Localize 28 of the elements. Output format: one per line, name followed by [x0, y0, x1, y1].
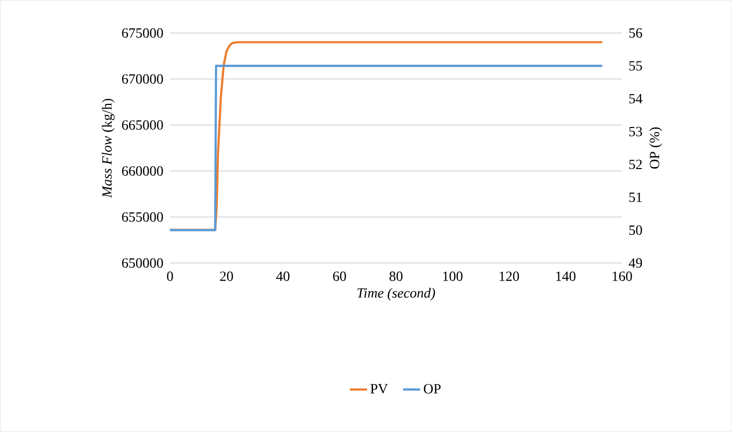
- x-tick-label: 120: [500, 272, 519, 281]
- y-tick-label: 650000: [122, 258, 163, 268]
- y2-axis-title: OP (%): [649, 127, 662, 169]
- y2-tick-label: 51: [629, 192, 642, 202]
- y2-tick-label: 55: [629, 61, 642, 71]
- y2-tick-label: 53: [629, 126, 642, 136]
- y-tick-label: 675000: [122, 28, 163, 38]
- x-tick-label: 160: [612, 272, 632, 281]
- legend-label: OP: [424, 384, 441, 394]
- x-tick-label: 80: [390, 272, 402, 281]
- x-tick-label: 140: [556, 272, 576, 281]
- y-tick-label: 665000: [122, 120, 163, 130]
- x-tick-label: 60: [333, 272, 346, 281]
- x-tick-label: 100: [443, 272, 462, 281]
- x-tick-label: 0: [167, 272, 173, 281]
- y-tick-label: 655000: [122, 212, 163, 222]
- y2-tick-label: 49: [628, 258, 642, 268]
- y2-tick-label: 52: [629, 160, 642, 170]
- x-axis-title: Time (second): [357, 288, 436, 301]
- legend-label: PV: [370, 384, 388, 394]
- x-tick-label: 40: [276, 272, 290, 281]
- y-tick-label: 660000: [122, 166, 163, 176]
- x-tick-label: 20: [220, 272, 233, 281]
- y2-tick-label: 56: [629, 28, 642, 38]
- y-axis-title: Mass Flow (kg/h): [102, 98, 115, 198]
- y2-tick-label: 50: [629, 225, 642, 235]
- y2-tick-label: 54: [629, 94, 642, 104]
- y-tick-label: 670000: [122, 74, 163, 84]
